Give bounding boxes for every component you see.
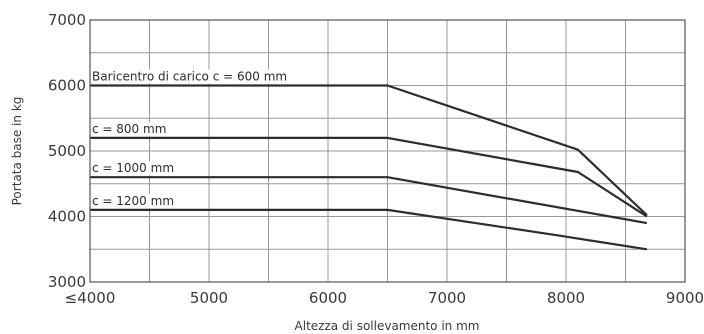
x-axis-label: Altezza di sollevamento in mm (295, 319, 480, 333)
series-line-3 (90, 176, 648, 225)
series-line-2 (90, 136, 648, 218)
y-tick-label: 4000 (48, 208, 86, 226)
x-tick-label: 9000 (666, 289, 704, 307)
x-tick-label: ≤4000 (65, 289, 116, 307)
series-label-bg (91, 121, 170, 136)
series-label-3: c = 1000 mm (92, 161, 174, 175)
y-tick-label: 5000 (48, 142, 86, 160)
x-tick-label: 5000 (190, 289, 228, 307)
series-labels: Baricentro di carico c = 600 mm c = 800 m… (91, 69, 291, 208)
series-label-bg (91, 161, 178, 176)
plot-frame (89, 19, 686, 283)
grid (89, 19, 686, 283)
series-line-1 (90, 84, 648, 216)
series-lines (90, 84, 648, 251)
x-tick-label: 6000 (309, 289, 347, 307)
tick-labels: 3000 4000 5000 6000 7000 ≤4000 5000 6000 7000 800… (48, 11, 704, 307)
y-tick-label: 6000 (48, 77, 86, 95)
y-tick-label: 7000 (48, 11, 86, 29)
series-label-1: Baricentro di carico c = 600 mm (92, 70, 287, 84)
x-tick-label: 7000 (428, 289, 466, 307)
series-line-4 (90, 208, 648, 251)
series-label-bg (91, 193, 178, 208)
y-tick-label: 3000 (48, 273, 86, 291)
y-axis-label: Portata base in kg (10, 97, 24, 206)
series-label-bg (91, 69, 291, 84)
x-tick-label: 8000 (547, 289, 585, 307)
series-label-2: c = 800 mm (92, 122, 166, 136)
series-label-4: c = 1200 mm (92, 194, 174, 208)
